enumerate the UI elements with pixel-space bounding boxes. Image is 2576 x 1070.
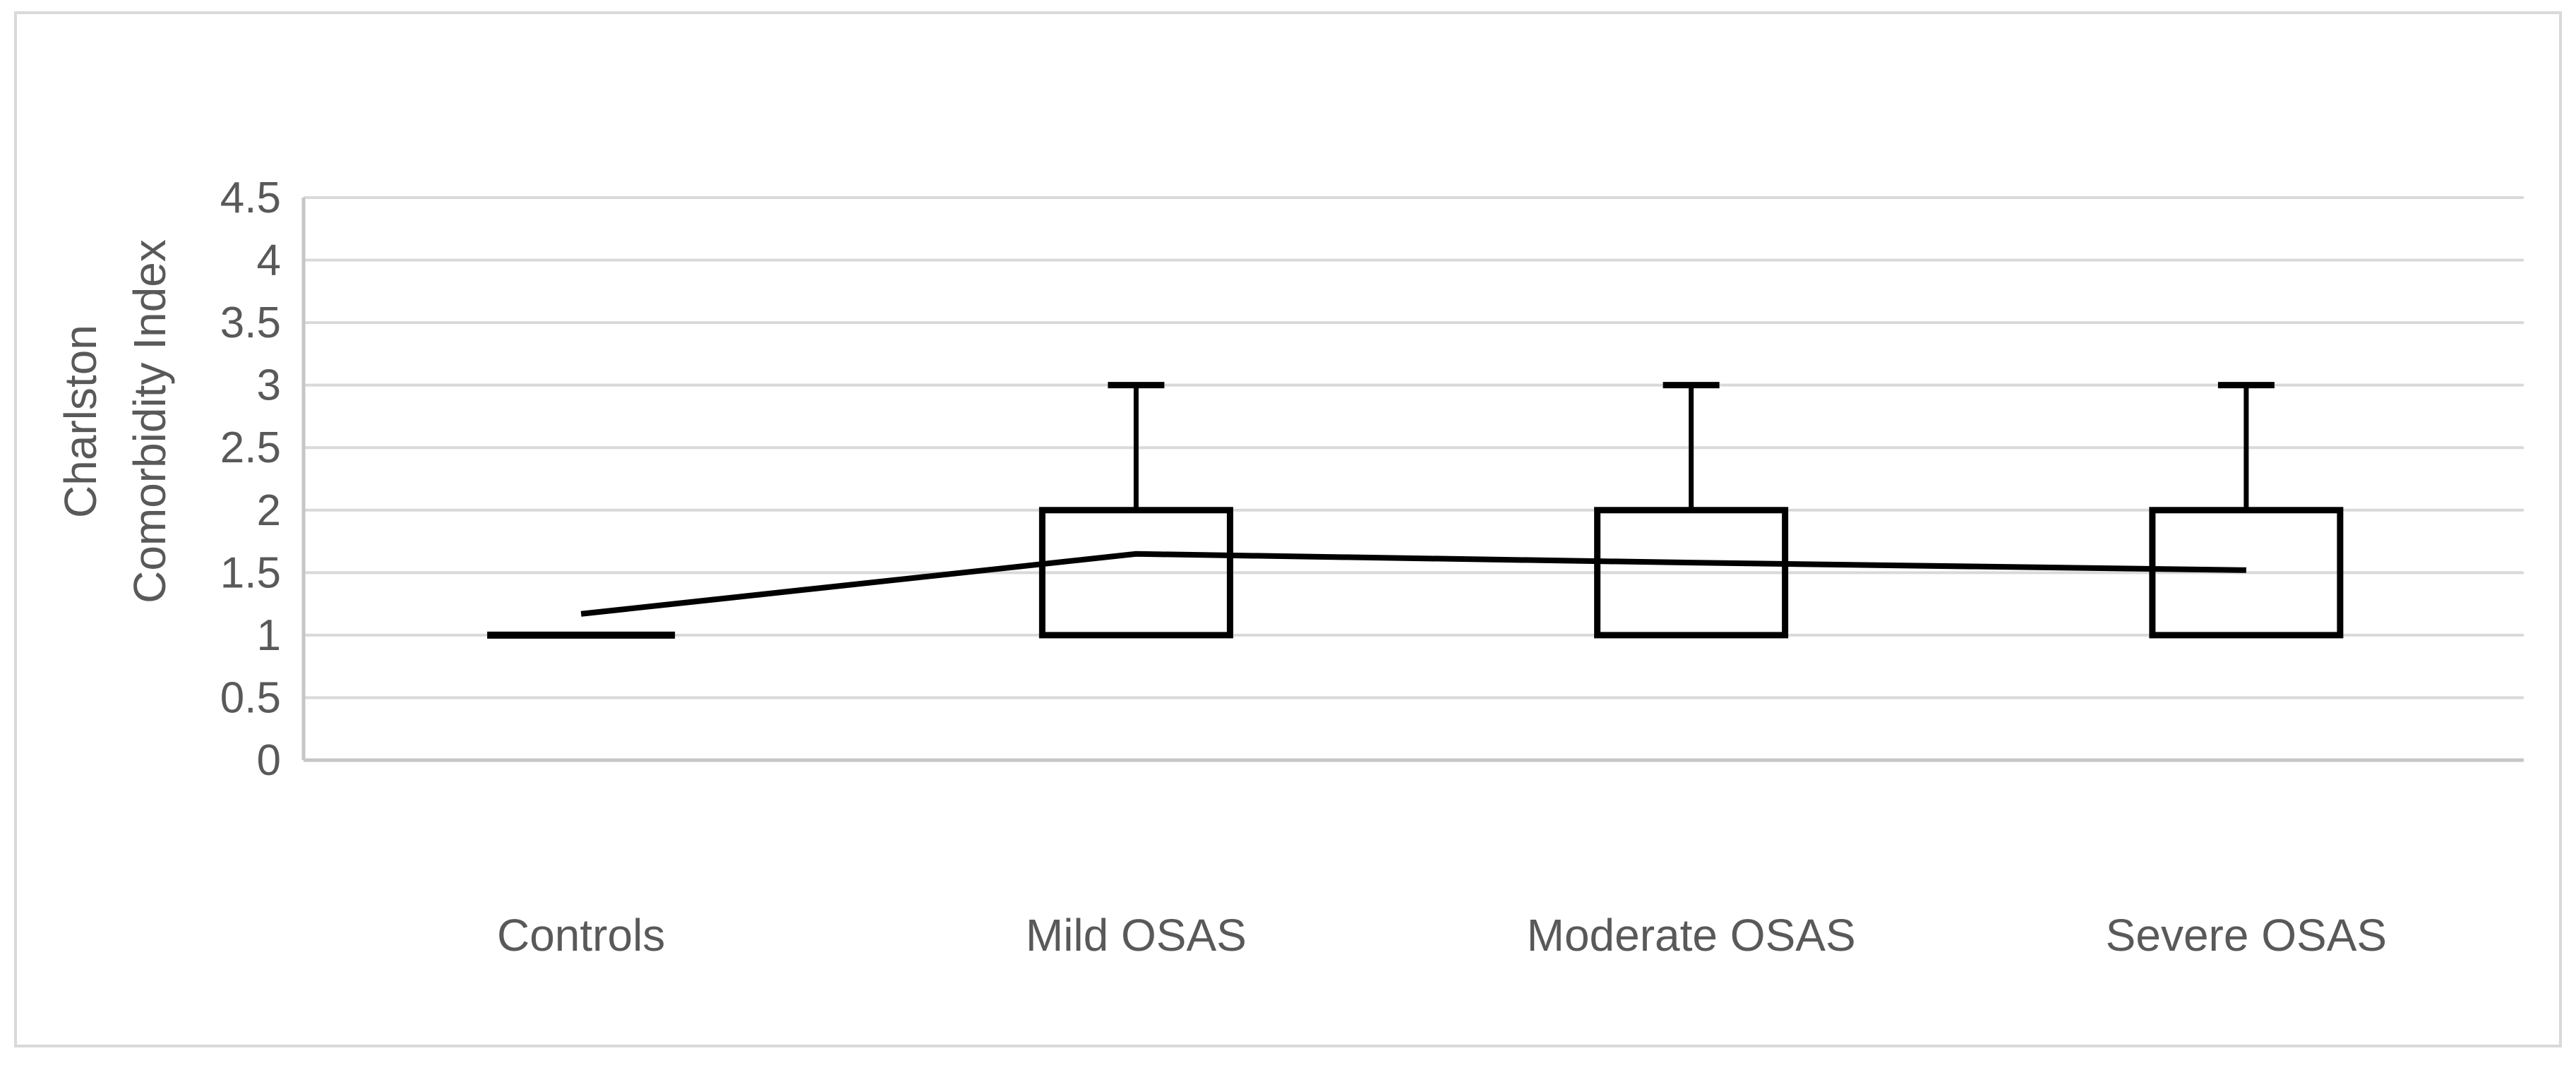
y-tick-label-2: 2: [257, 486, 281, 535]
figure-border: [14, 11, 2562, 1047]
boxes: [487, 382, 2344, 639]
y-tick-label-1.5: 1.5: [220, 548, 281, 597]
gridlines: [304, 196, 2524, 762]
box-group-moderate-osas: [1594, 382, 1789, 639]
y-tick-label-0.5: 0.5: [220, 673, 281, 722]
category-label-severe-osas: Severe OSAS: [2106, 910, 2387, 961]
axes: [301, 198, 2524, 762]
y-tick-label-4: 4: [257, 236, 281, 285]
y-tick-label-0: 0: [257, 736, 281, 785]
y-tick-label-3: 3: [257, 361, 281, 410]
y-axis-title-line-1: Charlston: [55, 325, 106, 518]
box-group-severe-osas: [2149, 382, 2344, 639]
box-rect-mild-osas: [1038, 507, 1233, 639]
category-labels: Controls Mild OSAS Moderate OSAS Severe OSA…: [497, 910, 2387, 961]
y-tick-labels: 4.5 4 3.5 3 2.5 2 1.5 1 0.5 0: [220, 174, 281, 785]
category-label-controls: Controls: [497, 910, 665, 961]
figure-border-group: [14, 11, 2562, 1047]
box-rect-severe-osas: [2149, 507, 2344, 639]
category-label-mild-osas: Mild OSAS: [1026, 910, 1247, 961]
mean-line: [580, 551, 2246, 617]
y-axis-title: Charlston Comorbidity Index: [55, 239, 175, 603]
category-label-moderate-osas: Moderate OSAS: [1527, 910, 1856, 961]
mean-line-group: [580, 551, 2246, 617]
y-axis-title-line-2: Comorbidity Index: [124, 239, 175, 603]
box-rect-moderate-osas: [1594, 507, 1789, 639]
y-tick-label-3.5: 3.5: [220, 299, 281, 347]
box-group-mild-osas: [1038, 382, 1233, 639]
y-tick-label-4.5: 4.5: [220, 174, 281, 222]
y-tick-label-2.5: 2.5: [220, 423, 281, 472]
y-tick-label-1: 1: [257, 611, 281, 660]
